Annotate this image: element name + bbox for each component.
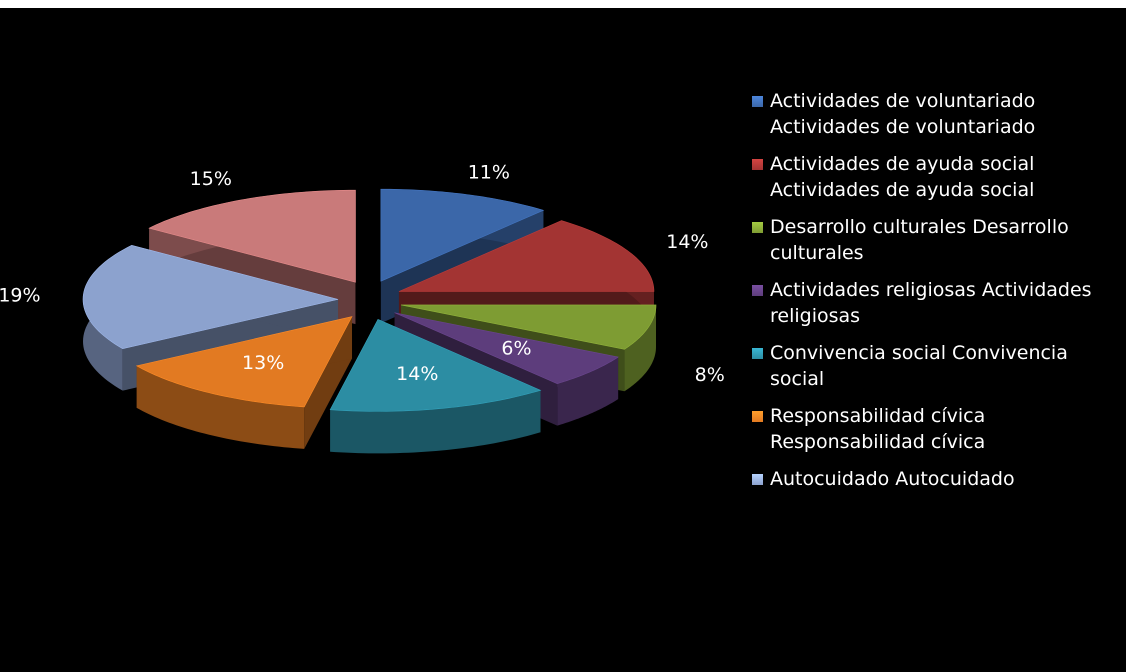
legend-item: Actividades de ayuda social Actividades … bbox=[752, 151, 1112, 203]
legend-item: Autocuidado Autocuidado bbox=[752, 466, 1112, 492]
legend-item: Actividades de voluntariado Actividades … bbox=[752, 88, 1112, 140]
legend-swatch bbox=[752, 348, 763, 359]
legend-swatch bbox=[752, 285, 763, 296]
slice-top bbox=[398, 220, 655, 292]
legend-swatch bbox=[752, 474, 763, 485]
data-label: 8% bbox=[695, 364, 725, 386]
legend-item: Actividades religiosas Actividades relig… bbox=[752, 277, 1112, 329]
legend-swatch bbox=[752, 411, 763, 422]
legend-swatch bbox=[752, 222, 763, 233]
slice-top bbox=[135, 316, 353, 408]
legend-label: Responsabilidad cívica Responsabilidad c… bbox=[770, 405, 986, 453]
pie-chart: 11% 14% 8% 6% 14% 13% 19% 15% bbox=[0, 161, 725, 454]
legend-label: Actividades de ayuda social Actividades … bbox=[770, 153, 1035, 201]
data-label: 6% bbox=[501, 338, 531, 360]
legend-item: Desarrollo culturales Desarrollo cultura… bbox=[752, 214, 1112, 266]
legend-label: Actividades religiosas Actividades relig… bbox=[770, 279, 1092, 327]
legend-label: Autocuidado Autocuidado bbox=[770, 468, 1015, 490]
legend-label: Desarrollo culturales Desarrollo cultura… bbox=[770, 216, 1069, 264]
data-label: 14% bbox=[666, 231, 708, 253]
data-label: 11% bbox=[468, 161, 510, 183]
slice-top bbox=[380, 188, 545, 282]
legend-swatch bbox=[752, 96, 763, 107]
data-label: 14% bbox=[396, 363, 438, 385]
data-label: 19% bbox=[0, 284, 41, 306]
pie-slice bbox=[329, 318, 542, 454]
data-label: 13% bbox=[242, 352, 284, 374]
legend-item: Responsabilidad cívica Responsabilidad c… bbox=[752, 403, 1112, 455]
slice-top bbox=[329, 318, 542, 412]
slice-edge bbox=[557, 357, 619, 426]
pie-slice bbox=[135, 316, 353, 449]
legend-swatch bbox=[752, 159, 763, 170]
slice-edge bbox=[330, 390, 541, 454]
legend-item: Convivencia social Convivencia social bbox=[752, 340, 1112, 392]
legend-label: Actividades de voluntariado Actividades … bbox=[770, 90, 1036, 138]
slice-edge bbox=[624, 304, 656, 392]
top-strip bbox=[0, 0, 1126, 8]
slice-top bbox=[82, 244, 339, 349]
legend-label: Convivencia social Convivencia social bbox=[770, 342, 1068, 390]
data-label: 15% bbox=[190, 168, 232, 190]
slice-top bbox=[400, 304, 657, 350]
slice-top bbox=[148, 189, 356, 283]
slice-top bbox=[394, 312, 619, 384]
slice-edge bbox=[136, 365, 305, 449]
legend: Actividades de voluntariado Actividades … bbox=[752, 88, 1112, 503]
